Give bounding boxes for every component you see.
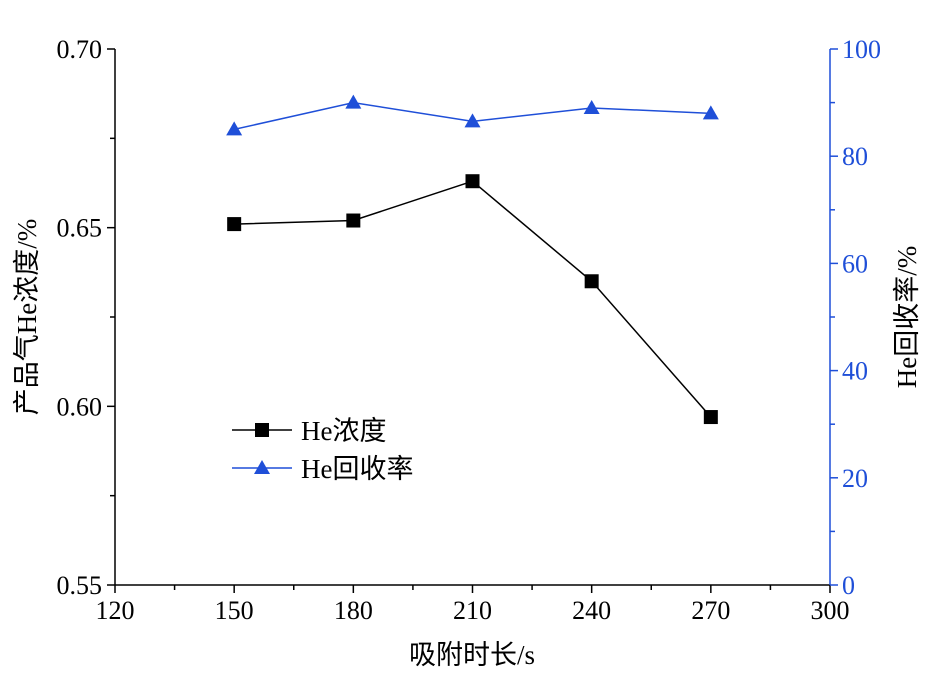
legend-marker (254, 460, 270, 474)
left-y-tick-label: 0.60 (57, 392, 103, 421)
x-tick-label: 210 (453, 596, 492, 625)
data-point (703, 410, 718, 425)
legend-label: He回收率 (301, 454, 413, 484)
data-point (702, 105, 719, 120)
left-y-tick-label: 0.65 (57, 214, 103, 243)
x-tick-label: 300 (811, 596, 850, 625)
data-point (346, 213, 361, 228)
data-point (583, 99, 600, 114)
right-y-tick-label: 40 (842, 357, 868, 386)
x-tick-label: 180 (334, 596, 373, 625)
x-tick-label: 120 (96, 596, 135, 625)
right-y-tick-label: 0 (842, 571, 855, 600)
x-tick-label: 150 (215, 596, 254, 625)
data-point (345, 94, 362, 109)
left-y-tick-label: 0.70 (57, 35, 103, 64)
right-y-axis-title: He回收率/% (892, 246, 922, 388)
data-point (227, 217, 242, 232)
axes: 120 150 180 210 240 270 300 0.55 0.60 0.65 0.70 0 20… (57, 35, 882, 625)
series-square (227, 174, 718, 425)
data-point (226, 121, 243, 136)
legend-label: He浓度 (301, 416, 386, 446)
data-point (584, 274, 599, 289)
right-y-tick-label: 60 (842, 249, 868, 278)
right-y-tick-label: 20 (842, 464, 868, 493)
x-tick-label: 240 (572, 596, 611, 625)
legend: He浓度 He回收率 (232, 416, 413, 484)
x-axis-title: 吸附时长/s (409, 640, 535, 670)
series-layer (226, 94, 719, 425)
series-line (234, 180, 712, 418)
legend-marker (255, 423, 269, 437)
right-y-tick-label: 100 (842, 35, 881, 64)
x-tick-label: 270 (691, 596, 730, 625)
right-y-tick-label: 80 (842, 142, 868, 171)
data-point (464, 113, 481, 128)
left-y-axis-title: 产品气He浓度/% (12, 219, 42, 415)
data-point (465, 174, 480, 189)
left-y-tick-label: 0.55 (57, 571, 103, 600)
series-triangle (226, 94, 719, 136)
